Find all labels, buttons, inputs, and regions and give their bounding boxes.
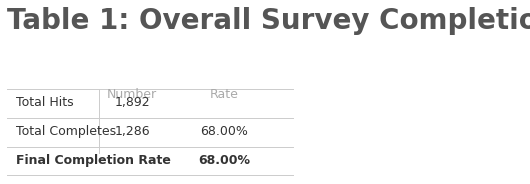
Text: 1,892: 1,892 (114, 96, 150, 109)
Text: Table 1: Overall Survey Completion Rate: Table 1: Overall Survey Completion Rate (7, 7, 530, 35)
Text: 68.00%: 68.00% (200, 125, 248, 138)
Text: Final Completion Rate: Final Completion Rate (16, 154, 171, 167)
Text: Total Completes: Total Completes (16, 125, 117, 138)
Text: 1,286: 1,286 (114, 125, 150, 138)
Text: Rate: Rate (210, 88, 239, 101)
Text: Total Hits: Total Hits (16, 96, 74, 109)
Text: Number: Number (107, 88, 157, 101)
Text: 68.00%: 68.00% (198, 154, 250, 167)
